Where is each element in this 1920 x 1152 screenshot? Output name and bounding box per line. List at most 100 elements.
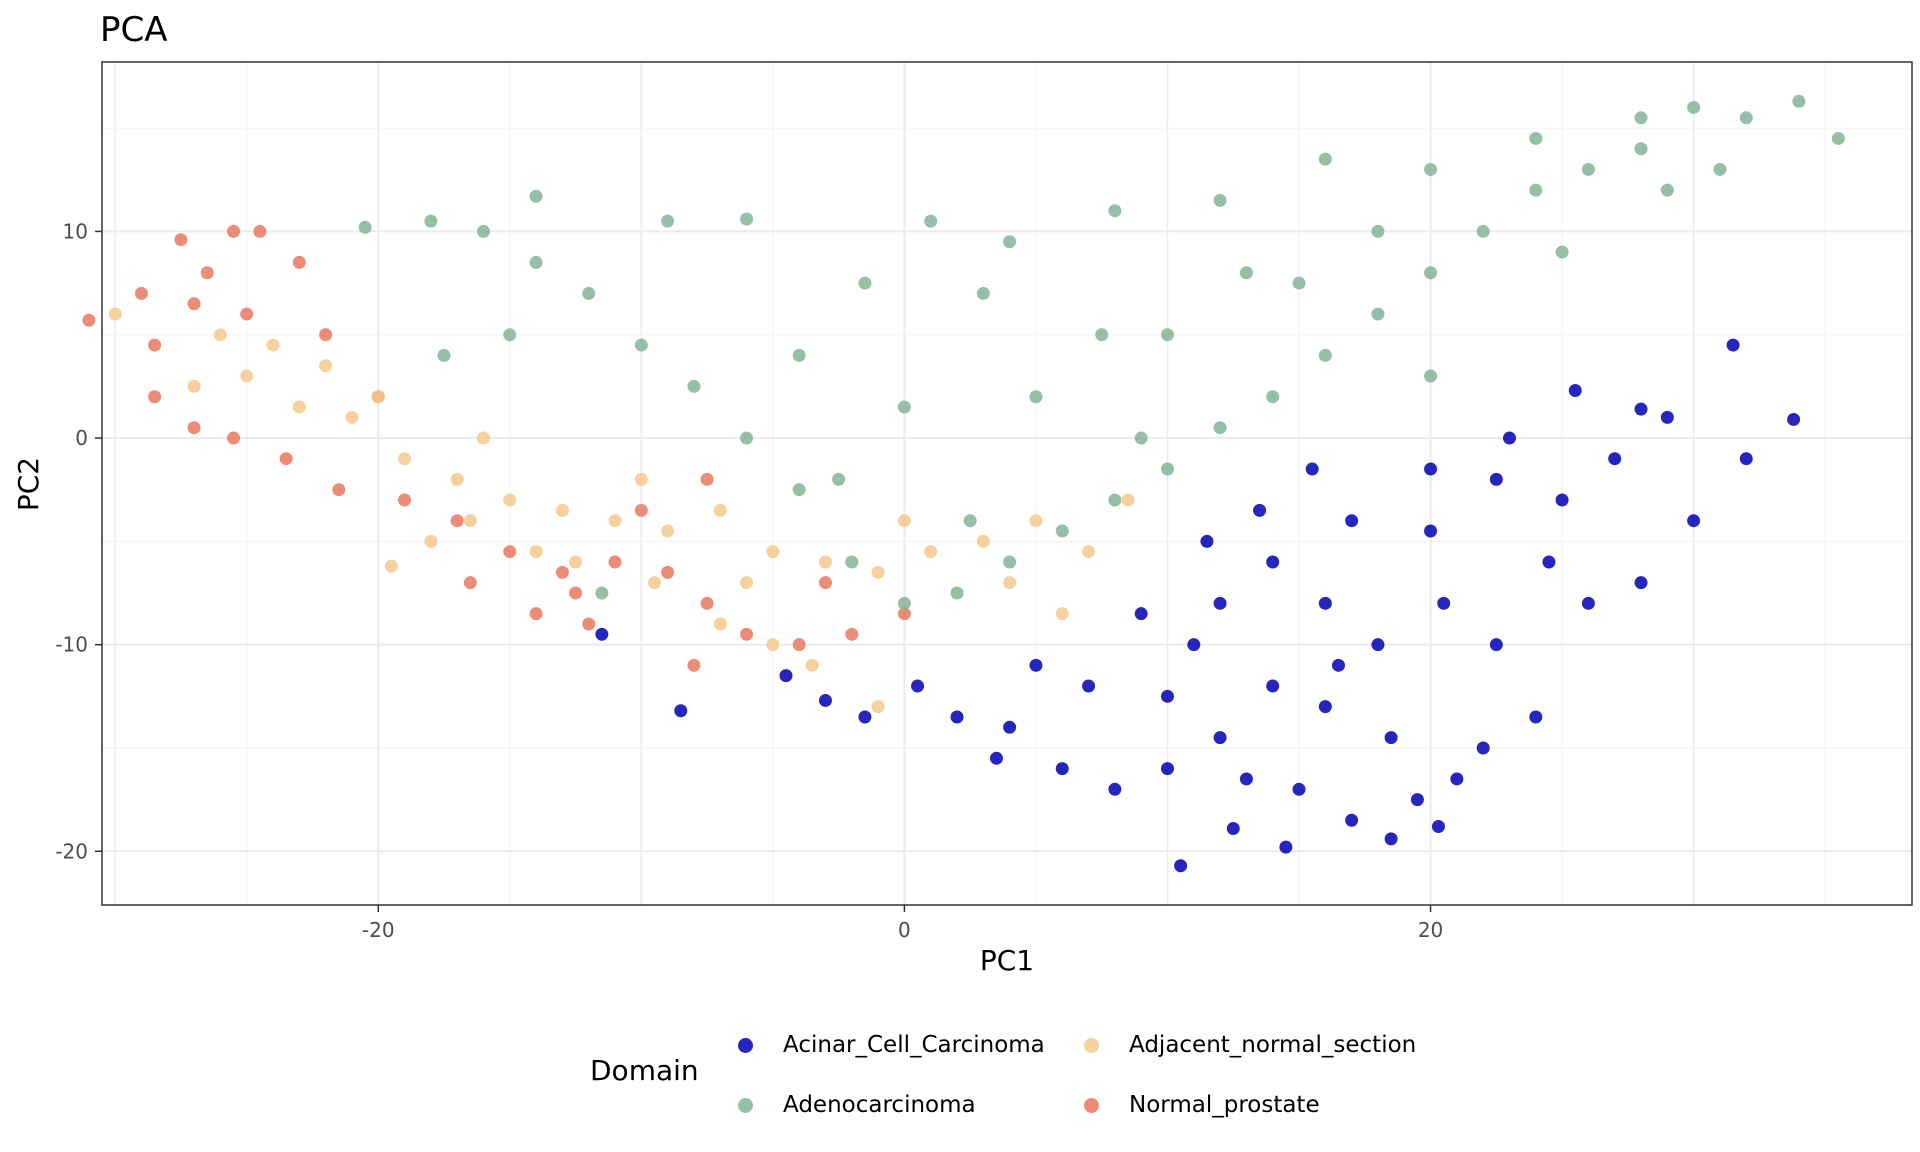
legend-label: Adenocarcinoma: [783, 1092, 976, 1118]
legend-label: Adjacent_normal_section: [1129, 1032, 1417, 1058]
data-point: [1476, 741, 1490, 755]
data-point: [450, 514, 464, 528]
legend-title: Domain: [590, 1054, 699, 1087]
legend-swatch: [1084, 1097, 1099, 1113]
data-point: [1134, 431, 1148, 445]
data-point: [1410, 793, 1424, 807]
data-point: [398, 493, 412, 507]
data-point: [529, 255, 543, 269]
data-point: [1634, 402, 1648, 416]
data-point: [463, 514, 477, 528]
y-tick-label: 10: [63, 219, 88, 243]
data-point: [1266, 555, 1280, 569]
data-point: [989, 751, 1003, 765]
data-point: [1555, 493, 1569, 507]
data-point: [871, 565, 885, 579]
data-point: [1318, 348, 1332, 362]
data-point: [1660, 410, 1674, 424]
data-point: [437, 348, 451, 362]
data-point: [832, 472, 846, 486]
data-point: [713, 617, 727, 631]
data-point: [950, 710, 964, 724]
data-point: [1687, 100, 1701, 114]
data-point: [1121, 493, 1135, 507]
data-point: [1384, 832, 1398, 846]
data-point: [134, 286, 148, 300]
data-point: [1213, 596, 1227, 610]
data-point: [108, 307, 122, 321]
data-point: [476, 224, 490, 238]
data-point: [779, 669, 793, 683]
data-point: [503, 328, 517, 342]
data-point: [963, 514, 977, 528]
data-point: [529, 189, 543, 203]
data-point: [608, 514, 622, 528]
data-point: [1029, 390, 1043, 404]
data-point: [1424, 462, 1438, 476]
data-point: [897, 607, 911, 621]
data-point: [1345, 813, 1359, 827]
data-point: [1029, 514, 1043, 528]
data-point: [529, 545, 543, 559]
data-point: [384, 559, 398, 573]
data-point: [253, 224, 267, 238]
data-point: [1660, 183, 1674, 197]
data-point: [1082, 545, 1096, 559]
data-point: [1318, 152, 1332, 166]
data-point: [1160, 762, 1174, 776]
x-tick-label: 20: [1418, 918, 1443, 942]
data-point: [529, 607, 543, 621]
data-point: [1581, 162, 1595, 176]
data-point: [924, 214, 938, 228]
data-point: [818, 576, 832, 590]
data-point: [1713, 162, 1727, 176]
data-point: [187, 297, 201, 311]
legend-label: Acinar_Cell_Carcinoma: [783, 1032, 1045, 1058]
data-point: [634, 338, 648, 352]
data-point: [700, 472, 714, 486]
data-point: [661, 565, 675, 579]
data-point: [1160, 462, 1174, 476]
data-point: [661, 524, 675, 538]
data-point: [503, 493, 517, 507]
data-point: [1476, 224, 1490, 238]
data-point: [634, 472, 648, 486]
data-point: [187, 379, 201, 393]
data-point: [661, 214, 675, 228]
data-point: [148, 338, 162, 352]
legend-item-adenocarcinoma: Adenocarcinoma: [738, 1092, 976, 1118]
points: [82, 94, 1845, 873]
data-point: [463, 576, 477, 590]
data-point: [845, 627, 859, 641]
data-point: [1424, 524, 1438, 538]
data-point: [200, 266, 214, 280]
data-point: [1055, 762, 1069, 776]
data-point: [1292, 782, 1306, 796]
data-point: [1331, 658, 1345, 672]
data-point: [1489, 638, 1503, 652]
data-point: [792, 483, 806, 497]
data-point: [1187, 638, 1201, 652]
data-point: [569, 586, 583, 600]
data-point: [740, 431, 754, 445]
data-point: [1371, 307, 1385, 321]
data-point: [766, 545, 780, 559]
data-point: [1082, 679, 1096, 693]
data-point: [1529, 183, 1543, 197]
data-point: [398, 452, 412, 466]
data-point: [634, 503, 648, 517]
data-point: [1253, 503, 1267, 517]
data-point: [1134, 607, 1148, 621]
data-point: [1108, 204, 1122, 218]
data-point: [674, 704, 688, 718]
data-point: [1437, 596, 1451, 610]
y-tick-label: -20: [55, 839, 88, 863]
data-point: [1200, 534, 1214, 548]
data-point: [292, 400, 306, 414]
data-point: [569, 555, 583, 569]
data-point: [1318, 596, 1332, 610]
data-point: [1226, 822, 1240, 836]
data-point: [358, 220, 372, 234]
y-tick-label: 0: [75, 426, 88, 450]
data-point: [1239, 266, 1253, 280]
